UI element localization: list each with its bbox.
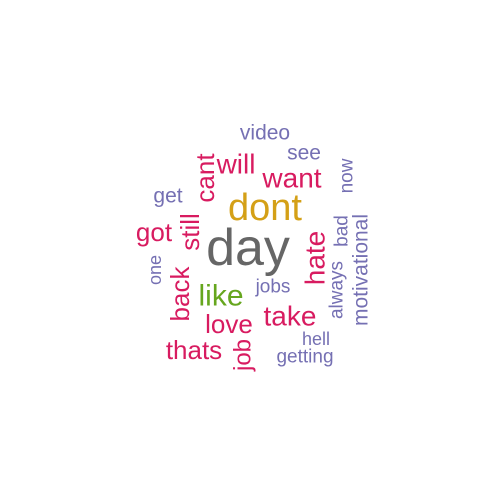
word-will: will (216, 149, 256, 180)
word-jobs: jobs (255, 277, 291, 298)
word-hell: hell (302, 329, 330, 349)
word-one: one (145, 255, 165, 285)
word-motivational: motivational (350, 214, 373, 326)
word-want: want (261, 163, 321, 194)
word-cant: cant (190, 153, 220, 203)
word-always: always (327, 261, 348, 319)
word-still: still (175, 213, 205, 251)
word-getting: getting (276, 347, 333, 368)
word-video: video (240, 122, 290, 145)
word-job: job (230, 339, 257, 372)
word-got: got (136, 217, 173, 247)
word-dont: dont (228, 187, 302, 229)
word-back: back (165, 266, 195, 322)
word-see: see (287, 142, 321, 165)
word-thats: thats (166, 335, 222, 365)
word-hate: hate (300, 231, 331, 286)
word-take: take (264, 301, 317, 332)
word-love: love (205, 309, 253, 339)
word-bad: bad (332, 215, 353, 247)
word-like: like (198, 280, 243, 313)
word-get: get (153, 185, 182, 208)
word-day: day (206, 219, 290, 277)
word-now: now (337, 158, 358, 193)
